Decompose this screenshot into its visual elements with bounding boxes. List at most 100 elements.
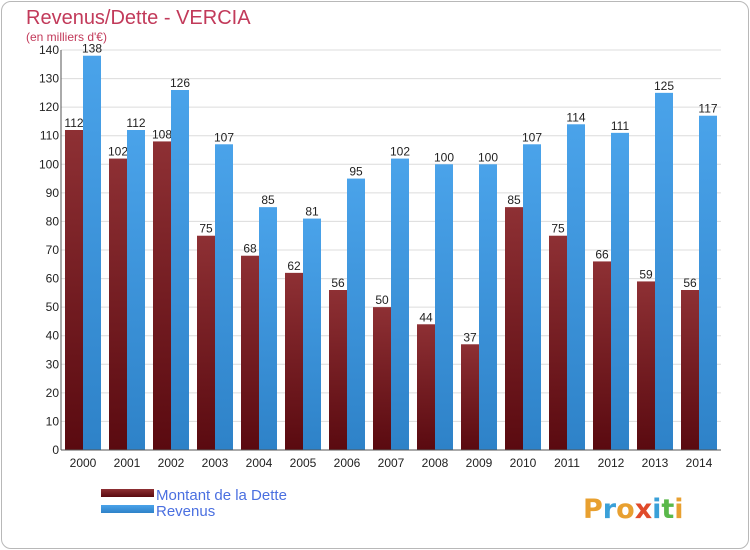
- legend-label-revenus: Revenus: [156, 503, 215, 520]
- data-label-debt: 62: [287, 259, 301, 273]
- y-tick-label: 40: [46, 329, 60, 343]
- y-tick-label: 100: [39, 157, 59, 171]
- data-label-revenus: 125: [654, 79, 674, 93]
- x-tick-label: 2010: [510, 456, 537, 470]
- data-label-debt: 108: [152, 127, 172, 141]
- data-label-debt: 50: [375, 293, 389, 307]
- y-tick-label: 20: [46, 386, 60, 400]
- bar-revenus: [435, 164, 453, 451]
- y-tick-label: 80: [46, 214, 60, 228]
- data-label-revenus: 100: [478, 150, 498, 164]
- bar-debt: [65, 130, 83, 450]
- data-label-revenus: 81: [305, 205, 319, 219]
- x-tick-label: 2002: [158, 456, 185, 470]
- x-tick-label: 2013: [642, 456, 669, 470]
- bar-debt: [153, 141, 171, 450]
- x-tick-label: 2003: [202, 456, 229, 470]
- legend-swatch-revenus: [101, 505, 154, 513]
- bar-revenus: [215, 144, 233, 451]
- bar-revenus: [567, 124, 585, 451]
- chart-title: Revenus/Dette - VERCIA: [26, 7, 251, 29]
- data-label-revenus: 111: [611, 119, 630, 133]
- bar-debt: [549, 235, 567, 450]
- bar-revenus: [611, 132, 629, 450]
- y-tick-label: 0: [52, 443, 59, 457]
- data-label-revenus: 102: [390, 145, 410, 159]
- y-tick-label: 70: [46, 243, 60, 257]
- bar-revenus: [127, 130, 145, 450]
- x-tick-label: 2005: [290, 456, 317, 470]
- bar-debt: [197, 235, 215, 450]
- y-tick-label: 140: [39, 43, 59, 57]
- chart-subtitle: (en milliers d'€): [26, 30, 107, 44]
- bar-debt: [593, 261, 611, 450]
- bar-revenus: [171, 90, 189, 450]
- y-tick-label: 10: [46, 414, 60, 428]
- x-tick-label: 2007: [378, 456, 405, 470]
- data-label-revenus: 114: [566, 110, 585, 124]
- data-label-debt: 102: [108, 145, 128, 159]
- y-tick-label: 50: [46, 300, 60, 314]
- bars: 112 138 102 112 108 126 75 107 68 85 62 81 56 95 50 102…: [64, 42, 718, 451]
- x-tick-label: 2004: [246, 456, 273, 470]
- data-label-debt: 68: [243, 242, 257, 256]
- data-label-revenus: 117: [698, 102, 717, 116]
- y-tick-label: 60: [46, 272, 60, 286]
- x-tick-label: 2008: [422, 456, 449, 470]
- data-label-revenus: 138: [82, 42, 102, 56]
- data-label-debt: 66: [595, 247, 609, 261]
- bar-debt: [241, 255, 259, 450]
- legend-label-debt: Montant de la Dette: [156, 487, 287, 504]
- legend: Montant de la Dette Revenus: [101, 487, 287, 520]
- legend-swatch-debt: [101, 489, 154, 497]
- x-tick-label: 2014: [686, 456, 713, 470]
- bar-debt: [285, 272, 303, 450]
- bar-debt: [329, 290, 347, 450]
- data-label-revenus: 112: [126, 116, 145, 130]
- bar-debt: [109, 158, 127, 451]
- data-label-revenus: 107: [522, 130, 542, 144]
- data-label-revenus: 95: [349, 165, 363, 179]
- data-label-debt: 75: [199, 222, 213, 236]
- data-label-debt: 75: [551, 222, 565, 236]
- data-label-revenus: 126: [170, 76, 190, 90]
- bar-debt: [461, 344, 479, 450]
- bar-revenus: [259, 207, 277, 450]
- bar-revenus: [523, 144, 541, 451]
- data-label-revenus: 107: [214, 130, 234, 144]
- x-tick-label: 2011: [554, 456, 580, 470]
- x-tick-label: 2012: [598, 456, 625, 470]
- bar-debt: [681, 290, 699, 450]
- x-tick-label: 2006: [334, 456, 361, 470]
- bar-revenus: [347, 178, 365, 451]
- x-tick-label: 2000: [70, 456, 97, 470]
- data-label-revenus: 85: [261, 193, 275, 207]
- bar-revenus: [699, 115, 717, 450]
- data-label-debt: 112: [64, 116, 83, 130]
- bar-debt: [417, 324, 435, 450]
- y-tick-label: 130: [39, 72, 59, 86]
- bar-revenus: [391, 158, 409, 451]
- axes: 0 10 20 30 40 50 60 70 80 90 100 110 120 130 140 2000 20…: [39, 43, 721, 470]
- data-label-debt: 44: [419, 310, 433, 324]
- data-label-revenus: 100: [434, 150, 454, 164]
- y-tick-label: 110: [40, 129, 59, 143]
- data-label-debt: 85: [507, 193, 521, 207]
- data-label-debt: 59: [639, 267, 653, 281]
- bar-debt: [637, 281, 655, 450]
- bar-revenus: [479, 164, 497, 451]
- bar-revenus: [303, 218, 321, 450]
- data-label-debt: 56: [683, 276, 697, 290]
- bar-debt: [505, 207, 523, 450]
- data-label-debt: 37: [463, 330, 477, 344]
- data-label-debt: 56: [331, 276, 345, 290]
- bar-revenus: [655, 92, 673, 450]
- proxiti-logo: Proxiti: [583, 494, 684, 525]
- x-tick-label: 2009: [466, 456, 493, 470]
- bar-debt: [373, 307, 391, 450]
- y-tick-label: 120: [39, 100, 59, 114]
- y-tick-label: 90: [46, 186, 60, 200]
- y-tick-label: 30: [46, 357, 60, 371]
